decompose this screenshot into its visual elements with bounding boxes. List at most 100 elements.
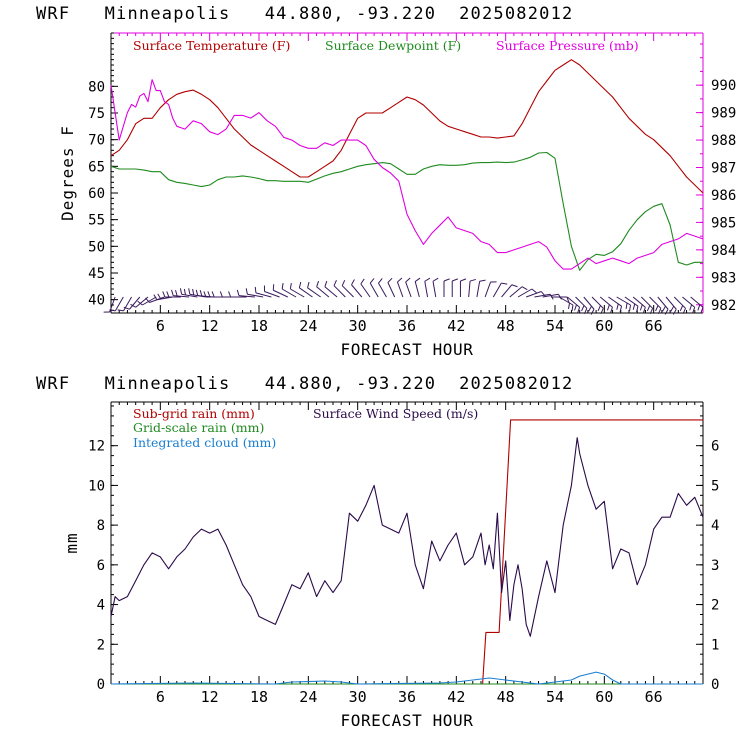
x-tick-label: 24 xyxy=(299,688,317,706)
wind-barb-feather xyxy=(566,296,570,303)
y2-tick-label: 986 xyxy=(711,188,736,204)
x-tick-label: 42 xyxy=(447,688,465,706)
wind-barb-shaft xyxy=(526,291,542,298)
wind-barb-feather xyxy=(145,297,150,303)
wind-barb-feather xyxy=(369,278,375,284)
wind-barb-feather xyxy=(597,305,601,312)
wind-barb-feather xyxy=(123,306,130,310)
wind-barb xyxy=(591,296,604,314)
wind-barb-shaft xyxy=(616,296,631,306)
wind-barb xyxy=(171,289,190,298)
series-line-1 xyxy=(110,151,703,271)
wind-barb-feather xyxy=(316,280,320,287)
wind-barb xyxy=(272,284,288,298)
wind-barb xyxy=(369,278,379,298)
wind-barb xyxy=(236,289,255,298)
wind-barb-feather xyxy=(183,288,187,296)
wind-barb-shaft xyxy=(583,296,595,310)
wind-barb-shaft xyxy=(492,282,502,298)
wind-barb-shaft xyxy=(468,281,471,298)
y2-tick-label: 985 xyxy=(711,215,736,231)
wind-barb-shaft xyxy=(509,286,523,298)
x-tick-label: 66 xyxy=(645,317,663,335)
y2-tick-label: 982 xyxy=(711,298,736,314)
wind-barb-shaft xyxy=(333,285,346,298)
wind-barb-shaft xyxy=(476,281,481,298)
wind-barb-feather xyxy=(211,291,215,298)
y-tick-label: 12 xyxy=(88,439,105,455)
wind-barb xyxy=(162,291,181,298)
series-line-2 xyxy=(110,671,703,685)
wind-barb-feather xyxy=(619,306,623,313)
wind-barb-feather xyxy=(387,277,393,283)
wind-barb xyxy=(103,296,116,313)
wind-barb xyxy=(307,281,321,298)
wind-barb xyxy=(501,284,518,298)
x-axis-label: FORECAST HOUR xyxy=(340,340,473,359)
wind-barb xyxy=(123,296,141,310)
y2-tick-label: 6 xyxy=(711,439,719,455)
wind-barb-feather xyxy=(397,277,403,283)
series-line-0 xyxy=(110,59,704,194)
wind-barb-shaft xyxy=(129,296,141,310)
wind-barb xyxy=(351,279,363,298)
wind-barb-shaft xyxy=(238,295,255,298)
wind-barb-feather xyxy=(195,289,199,296)
x-tick-label: 36 xyxy=(398,688,416,706)
wind-barb-feather xyxy=(166,291,170,298)
y-tick-label: 55 xyxy=(88,213,105,229)
x-tick-label: 24 xyxy=(299,317,317,335)
wind-barb-shaft xyxy=(657,296,669,310)
wind-barb xyxy=(298,281,313,298)
wind-barb-shaft xyxy=(414,281,420,298)
wind-barb xyxy=(649,296,662,314)
x-tick-label: 54 xyxy=(546,317,564,335)
wind-barb-feather xyxy=(203,291,207,298)
y2-tick-label: 983 xyxy=(711,270,736,286)
wind-barb-feather xyxy=(568,302,570,310)
surface-chart: 6 12 18 24 30 36 42 48 54 60 66 FORECAST HOUR 40 45 50… xyxy=(58,32,736,359)
wind-barb-feather xyxy=(378,278,383,284)
wind-barb xyxy=(476,279,486,298)
x-tick-label: 60 xyxy=(595,688,613,706)
wind-barb xyxy=(459,278,467,297)
wind-barb-shaft xyxy=(387,282,396,298)
wind-barb xyxy=(405,277,412,298)
wind-barb-shaft xyxy=(591,296,604,309)
x-tick-label: 48 xyxy=(497,317,515,335)
wind-barb-shaft xyxy=(123,296,132,312)
wind-barb xyxy=(316,280,330,298)
x-axis-label: FORECAST HOUR xyxy=(340,711,473,730)
wind-barb-feather xyxy=(590,309,595,315)
wind-barb-shaft xyxy=(360,283,371,298)
wind-barb-feather xyxy=(646,305,651,312)
legend-entry: Surface Temperature (F) xyxy=(133,38,290,53)
wind-barb-shaft xyxy=(181,293,198,298)
x-tick-label: 66 xyxy=(645,688,663,706)
wind-barb xyxy=(558,296,574,312)
wind-barb-shaft xyxy=(682,296,696,308)
wind-barb-shaft xyxy=(517,288,533,298)
wind-barb-shaft xyxy=(542,293,559,298)
wind-barb-feather xyxy=(657,308,662,314)
wind-barb xyxy=(387,277,396,298)
wind-barb-shaft xyxy=(690,296,704,308)
wind-barb-feather xyxy=(192,288,195,296)
legend-entry: Surface Wind Speed (m/s) xyxy=(313,406,478,421)
wind-barb xyxy=(245,288,264,298)
y2-tick-label: 989 xyxy=(711,106,736,122)
wind-barb-shaft xyxy=(432,281,437,298)
wind-barb-feather xyxy=(281,282,284,290)
y2-tick-label: 4 xyxy=(711,518,719,534)
wind-barb-feather xyxy=(662,305,666,312)
y2-tick-label: 1 xyxy=(711,637,719,653)
x-tick-label: 30 xyxy=(349,317,367,335)
wind-barb xyxy=(451,278,459,297)
x-tick-label: 30 xyxy=(349,688,367,706)
wind-barb xyxy=(616,296,632,312)
wind-barb-feather xyxy=(616,303,619,310)
wind-barb-feather xyxy=(443,278,450,282)
wind-barb xyxy=(396,277,404,298)
wind-barb xyxy=(517,288,537,298)
y2-tick-label: 988 xyxy=(711,133,736,149)
